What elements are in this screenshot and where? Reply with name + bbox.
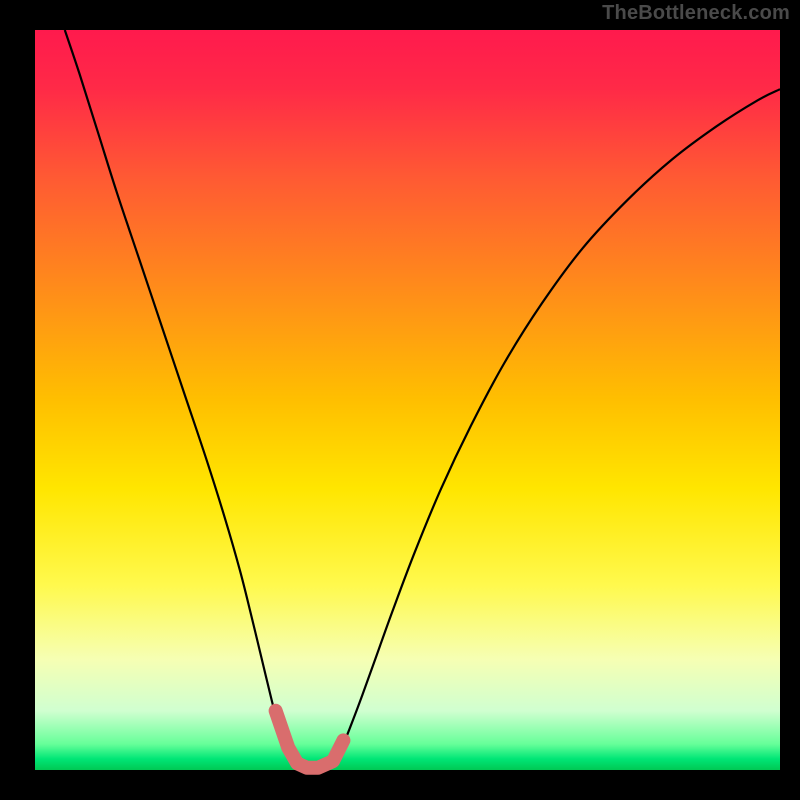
chart-svg [0,0,800,800]
plot-background [35,30,780,770]
chart-container: TheBottleneck.com [0,0,800,800]
watermark-text: TheBottleneck.com [602,2,790,25]
